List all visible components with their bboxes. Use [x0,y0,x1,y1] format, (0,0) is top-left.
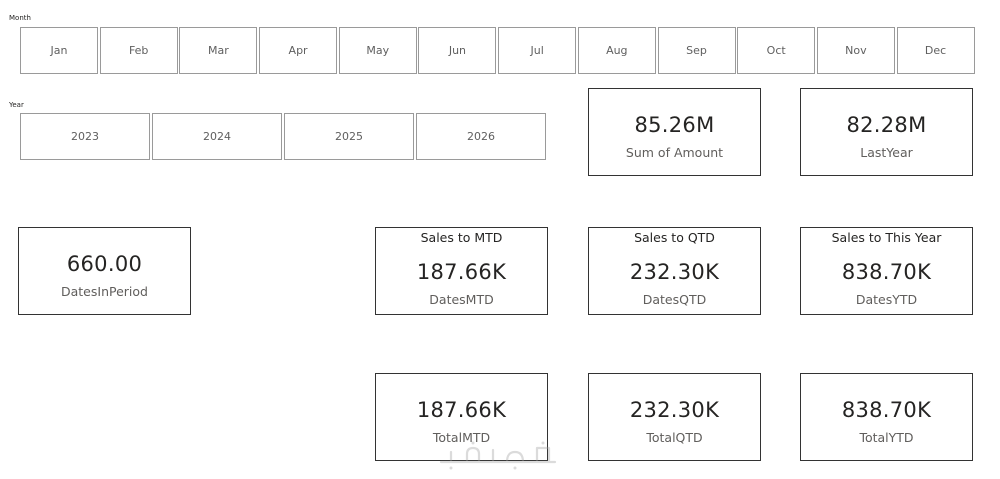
month-tile-mar[interactable]: Mar [179,27,258,74]
card-dates-ytd: Sales to This Year 838.70K DatesYTD [800,227,973,315]
card-value: 82.28M [846,113,927,137]
month-tile-oct[interactable]: Oct [737,27,816,74]
card-dates-in-period: 660.00 DatesInPeriod [18,227,191,315]
card-label: DatesInPeriod [61,284,148,299]
month-slicer-label: Month [9,14,31,22]
card-title: Sales to This Year [831,230,942,245]
month-tile-jun[interactable]: Jun [418,27,497,74]
card-title: Sales to QTD [634,230,715,245]
card-value: 85.26M [634,113,715,137]
month-tile-apr[interactable]: Apr [259,27,338,74]
card-dates-mtd: Sales to MTD 187.66K DatesMTD [375,227,548,315]
year-tile-2023[interactable]: 2023 [20,113,150,160]
card-value: 232.30K [629,398,720,422]
card-label: TotalYTD [859,430,914,445]
card-value: 187.66K [416,398,507,422]
card-value: 838.70K [841,260,932,284]
card-label: DatesQTD [642,292,707,307]
card-value: 660.00 [66,252,143,276]
card-label: TotalMTD [432,430,491,445]
card-sum-of-amount: 85.26M Sum of Amount [588,88,761,176]
card-dates-qtd: Sales to QTD 232.30K DatesQTD [588,227,761,315]
month-tile-jul[interactable]: Jul [498,27,577,74]
month-tile-jan[interactable]: Jan [20,27,98,74]
month-tile-nov[interactable]: Nov [816,27,895,74]
card-value: 232.30K [629,260,720,284]
year-tile-2025[interactable]: 2025 [284,113,414,160]
year-tile-2026[interactable]: 2026 [416,113,546,160]
card-last-year: 82.28M LastYear [800,88,973,176]
month-slicer: Jan Feb Mar Apr May Jun Jul Aug Sep Oct … [20,27,975,74]
month-tile-feb[interactable]: Feb [99,27,178,74]
card-label: DatesYTD [855,292,918,307]
watermark-logo-icon [439,441,557,470]
card-value: 187.66K [416,260,507,284]
year-slicer-label: Year [9,101,24,109]
card-total-qtd: 232.30K TotalQTD [588,373,761,461]
card-label: LastYear [860,145,913,160]
month-tile-may[interactable]: May [338,27,417,74]
year-slicer: 2023 2024 2025 2026 [20,113,546,160]
month-tile-dec[interactable]: Dec [896,27,975,74]
card-label: TotalQTD [646,430,703,445]
card-title: Sales to MTD [420,230,503,245]
card-label: Sum of Amount [625,145,724,160]
card-total-ytd: 838.70K TotalYTD [800,373,973,461]
card-label: DatesMTD [429,292,494,307]
year-tile-2024[interactable]: 2024 [152,113,282,160]
card-value: 838.70K [841,398,932,422]
month-tile-aug[interactable]: Aug [577,27,656,74]
month-tile-sep[interactable]: Sep [657,27,736,74]
card-total-mtd: 187.66K TotalMTD [375,373,548,461]
